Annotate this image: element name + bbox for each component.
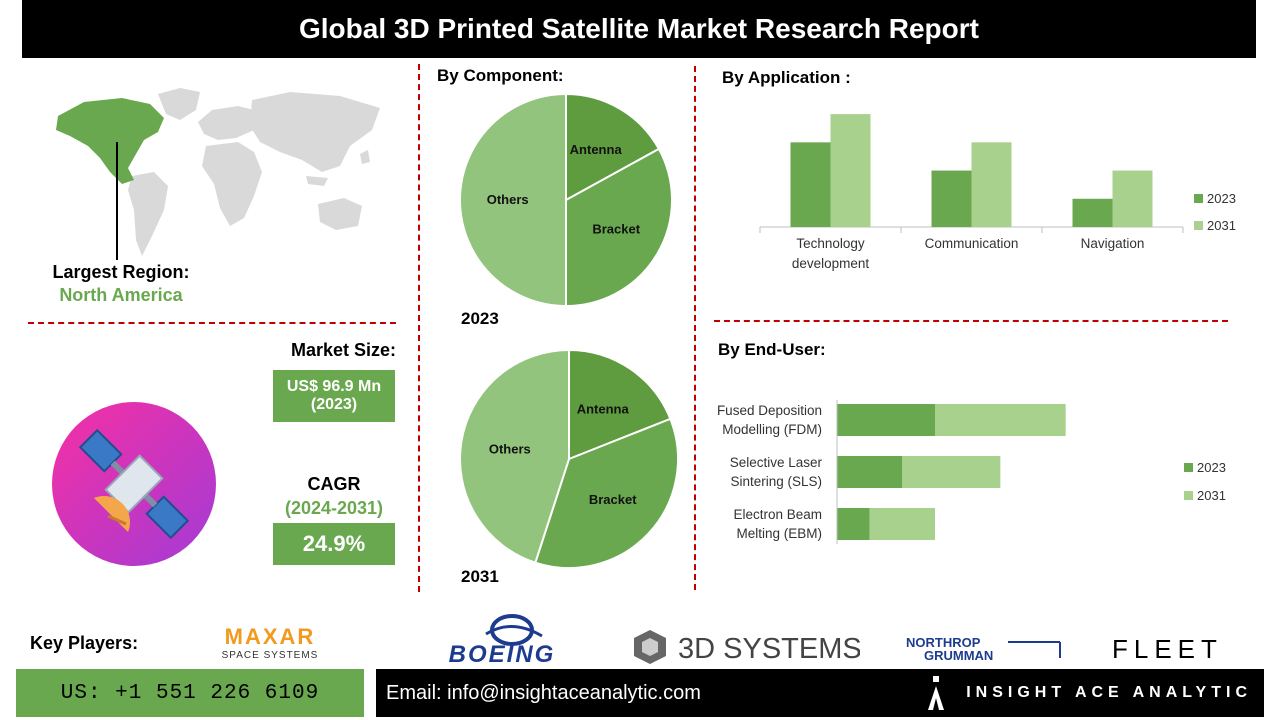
insight-ace-logo-icon [928,676,944,710]
end-user-category-label: Selective Laser [730,455,823,470]
pie-year-2031: 2031 [461,567,499,586]
satellite-icon [52,402,216,566]
divider-left [418,64,420,592]
end-user-bar-selective-laser-sintering-sls-2031 [902,456,1001,488]
footer-bar: Email: info@insightaceanalytic.com INSIG… [376,669,1264,717]
divider-right-horizontal [714,320,1228,322]
region-pointer-line [116,142,118,260]
application-category-label: development [792,256,870,271]
pie-year-2023: 2023 [461,309,499,328]
boeing-logo: BOEING [449,614,556,666]
boeing-logo-text: BOEING [449,641,556,666]
divider-right [694,66,696,590]
footer-brand: INSIGHT ACE ANALYTIC [966,684,1252,701]
component-heading: By Component: [437,66,564,85]
largest-region-value: North America [59,285,183,305]
pie-slice-antenna [568,348,672,461]
cagr-value: 24.9% [273,523,395,565]
pie-slice-bracket [565,147,673,308]
application-category-label: Navigation [1081,236,1145,251]
application-legend-label-2023: 2023 [1207,191,1236,206]
cagr-label: CAGR [307,474,361,494]
market-size-box: US$ 96.9 Mn (2023) [273,370,395,422]
application-category-label: Communication [925,236,1019,251]
end-user-bar-fused-deposition-modelling-fdm-2031 [935,404,1066,436]
application-legend-swatch-2023 [1194,194,1203,203]
application-bar-chart: Technology development Communication Naviga… [759,114,1236,271]
market-size-label: Market Size: [290,340,396,360]
end-user-bar-chart: Fused Deposition Modelling (FDM) Selective… [717,400,1226,544]
end-user-category-label: Modelling (FDM) [722,422,822,437]
maxar-logo-subtext: SPACE SYSTEMS [222,650,319,661]
maxar-logo-text: MAXAR [225,624,316,649]
end-user-category-label: Fused Deposition [717,403,822,418]
australia-shape [318,198,362,230]
report-title: Global 3D Printed Satellite Market Resea… [22,0,1256,58]
northrop-grumman-logo: NORTHROP GRUMMAN [906,635,1061,662]
fleet-logo-text: FLEET [1112,636,1223,662]
pie-label-bracket: Bracket [589,492,637,507]
fleet-logo: FLEET [1112,636,1223,662]
application-bar-navigation-2031 [1112,170,1153,227]
end-user-legend-label-2031: 2031 [1197,488,1226,503]
largest-region-label: Largest Region: [52,262,190,282]
application-legend-label-2031: 2031 [1207,218,1236,233]
market-size-value: US$ 96.9 Mn [286,378,382,395]
north-america-shape [56,98,164,184]
end-user-legend-swatch-2023 [1184,463,1193,472]
3d-systems-logo-text: 3D SYSTEMS [678,633,860,665]
end-user-legend-label-2023: 2023 [1197,460,1226,475]
asia-shape [250,92,380,172]
application-bar-technology-development-2031 [830,114,871,227]
pie-slice-others [459,92,567,308]
end-user-category-label: Sintering (SLS) [730,474,822,489]
application-heading: By Application : [722,68,851,87]
end-user-bar-electron-beam-melting-ebm-2023 [837,508,870,540]
application-bar-technology-development-2023 [790,142,831,227]
application-category-label: Technology [796,236,865,251]
pie-label-others: Others [489,442,531,457]
greenland-shape [158,88,200,120]
pie-slice-bracket [534,417,679,569]
end-user-category-label: Electron Beam [733,507,822,522]
world-map [56,88,380,256]
end-user-heading: By End-User: [718,340,826,359]
application-bar-communication-2023 [931,170,972,227]
africa-shape [202,142,262,226]
cagr-period: (2024-2031) [284,498,384,518]
islands-shape [306,150,370,186]
application-bar-communication-2031 [971,142,1012,227]
end-user-bar-electron-beam-melting-ebm-2031 [869,508,935,540]
end-user-category-label: Melting (EBM) [736,526,822,541]
end-user-bar-fused-deposition-modelling-fdm-2023 [837,404,935,436]
pie-label-antenna: Antenna [570,142,623,157]
pie-label-bracket: Bracket [592,222,640,237]
europe-shape [198,106,262,140]
end-user-bar-selective-laser-sintering-sls-2023 [837,456,903,488]
grumman-logo-text: GRUMMAN [924,648,993,662]
key-players-label: Key Players: [30,633,139,653]
pie-chart-2023: Antenna Bracket Others [459,92,673,308]
footer-email[interactable]: Email: info@insightaceanalytic.com [386,681,701,704]
pie-label-antenna: Antenna [577,401,630,416]
application-legend-swatch-2031 [1194,221,1203,230]
northrop-logo-text: NORTHROP [906,635,981,650]
application-bar-navigation-2023 [1072,198,1113,227]
pie-chart-2031: Antenna Bracket Others [459,348,679,569]
divider-left-horizontal [28,322,396,324]
3d-systems-logo: 3D SYSTEMS [634,630,860,665]
pie-slice-others [459,348,570,564]
end-user-legend-swatch-2031 [1184,491,1193,500]
pie-label-others: Others [487,192,529,207]
maxar-logo: MAXAR SPACE SYSTEMS [222,624,319,661]
south-america-shape [128,172,168,256]
pie-slice-antenna [565,92,661,202]
market-size-year: (2023) [310,396,358,413]
footer-phone[interactable]: US: +1 551 226 6109 [16,669,364,717]
